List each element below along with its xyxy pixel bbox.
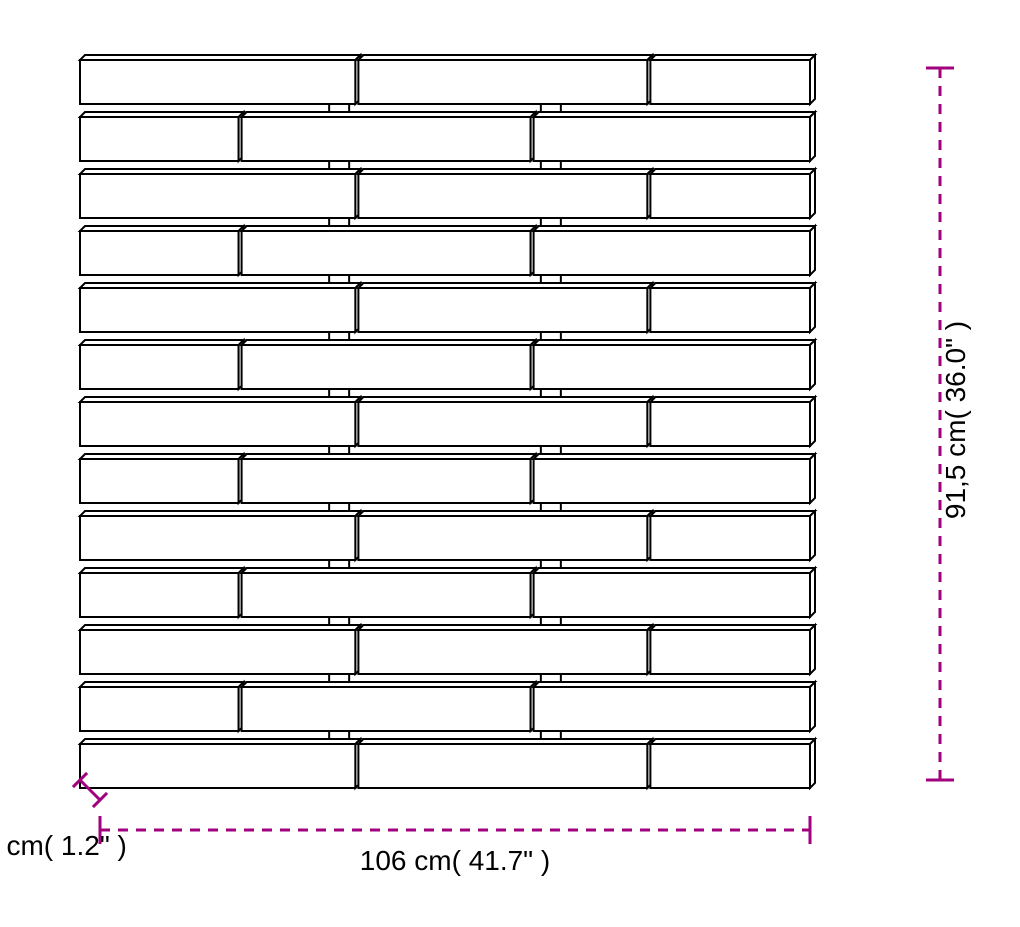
headboard-panel [80, 55, 815, 788]
diagram-canvas: 91,5 cm( 36.0" ) 106 cm( 41.7" ) 3 cm( 1.2… [0, 0, 1020, 927]
dim-width-label: 106 cm( 41.7" ) [360, 845, 550, 876]
dim-height-label: 91,5 cm( 36.0" ) [940, 321, 971, 519]
dim-depth-label: 3 cm( 1.2" ) [0, 830, 127, 861]
